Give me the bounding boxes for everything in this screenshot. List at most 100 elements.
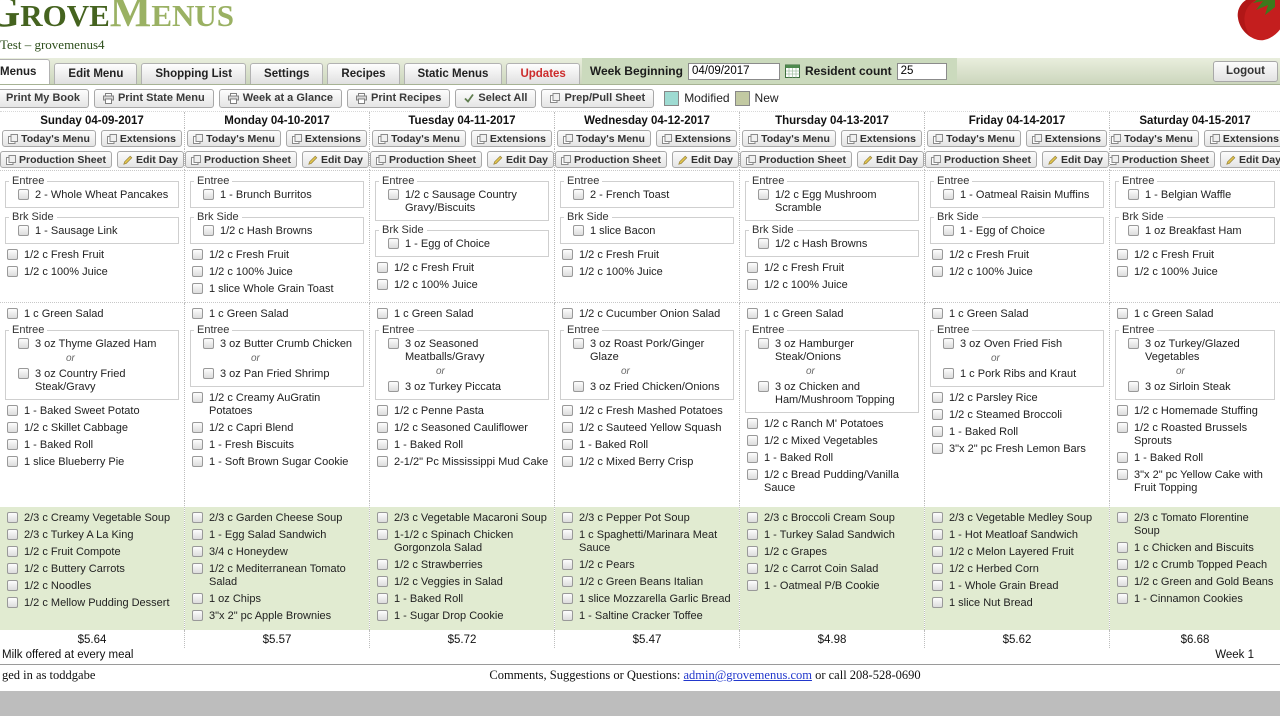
today-s-menubutton[interactable]: Today's Menu: [1110, 130, 1199, 147]
menu-item-checkbox[interactable]: [377, 422, 388, 433]
menu-item-checkbox[interactable]: [747, 512, 758, 523]
production-sheetbutton[interactable]: Production Sheet: [740, 151, 852, 168]
menu-item-checkbox[interactable]: [192, 249, 203, 260]
menu-item-checkbox[interactable]: [562, 559, 573, 570]
tab-recipes[interactable]: Recipes: [327, 63, 400, 84]
production-sheetbutton[interactable]: Production Sheet: [185, 151, 297, 168]
tab-settings[interactable]: Settings: [250, 63, 324, 84]
menu-item-checkbox[interactable]: [192, 283, 203, 294]
menu-item-checkbox[interactable]: [1117, 512, 1128, 523]
calendar-icon[interactable]: [784, 64, 800, 78]
edit-daybutton[interactable]: Edit Day: [486, 151, 554, 168]
menu-item-checkbox[interactable]: [932, 580, 943, 591]
edit-daybutton[interactable]: Edit Day: [301, 151, 369, 168]
menu-item-checkbox[interactable]: [943, 189, 954, 200]
extensionsbutton[interactable]: Extensions: [840, 130, 922, 147]
menu-item-checkbox[interactable]: [932, 512, 943, 523]
menu-item-checkbox[interactable]: [1128, 338, 1139, 349]
menu-item-checkbox[interactable]: [573, 338, 584, 349]
menu-item-checkbox[interactable]: [377, 576, 388, 587]
production-sheetbutton[interactable]: Production Sheet: [0, 151, 112, 168]
menu-item-checkbox[interactable]: [747, 529, 758, 540]
menu-item-checkbox[interactable]: [192, 456, 203, 467]
menu-item-checkbox[interactable]: [562, 405, 573, 416]
menu-item-checkbox[interactable]: [7, 439, 18, 450]
menu-item-checkbox[interactable]: [1117, 266, 1128, 277]
menu-item-checkbox[interactable]: [562, 308, 573, 319]
menu-item-checkbox[interactable]: [943, 338, 954, 349]
today-s-menubutton[interactable]: Today's Menu: [2, 130, 96, 147]
menu-item-checkbox[interactable]: [747, 563, 758, 574]
menu-item-checkbox[interactable]: [932, 426, 943, 437]
tab-edit-menu[interactable]: Edit Menu: [54, 63, 138, 84]
today-s-menubutton[interactable]: Today's Menu: [187, 130, 281, 147]
menu-item-checkbox[interactable]: [203, 368, 214, 379]
menu-item-checkbox[interactable]: [932, 443, 943, 454]
menu-item-checkbox[interactable]: [192, 593, 203, 604]
menu-item-checkbox[interactable]: [1117, 308, 1128, 319]
menu-item-checkbox[interactable]: [562, 266, 573, 277]
menu-item-checkbox[interactable]: [1117, 576, 1128, 587]
today-s-menubutton[interactable]: Today's Menu: [742, 130, 836, 147]
menu-item-checkbox[interactable]: [1117, 542, 1128, 553]
menu-item-checkbox[interactable]: [747, 279, 758, 290]
edit-daybutton[interactable]: Edit Day: [671, 151, 739, 168]
menu-item-checkbox[interactable]: [562, 593, 573, 604]
menu-item-checkbox[interactable]: [377, 456, 388, 467]
production-sheetbutton[interactable]: Production Sheet: [925, 151, 1037, 168]
menu-item-checkbox[interactable]: [562, 512, 573, 523]
menu-item-checkbox[interactable]: [758, 338, 769, 349]
menu-item-checkbox[interactable]: [377, 610, 388, 621]
tab-shopping-list[interactable]: Shopping List: [141, 63, 247, 84]
menu-item-checkbox[interactable]: [932, 392, 943, 403]
menu-item-checkbox[interactable]: [377, 512, 388, 523]
menu-item-checkbox[interactable]: [562, 576, 573, 587]
menu-item-checkbox[interactable]: [192, 610, 203, 621]
menu-item-checkbox[interactable]: [192, 422, 203, 433]
menu-item-checkbox[interactable]: [758, 189, 769, 200]
menu-item-checkbox[interactable]: [377, 559, 388, 570]
today-s-menubutton[interactable]: Today's Menu: [557, 130, 651, 147]
menu-item-checkbox[interactable]: [573, 381, 584, 392]
menu-item-checkbox[interactable]: [192, 546, 203, 557]
menu-item-checkbox[interactable]: [747, 435, 758, 446]
menu-item-checkbox[interactable]: [18, 338, 29, 349]
menu-item-checkbox[interactable]: [192, 563, 203, 574]
menu-item-checkbox[interactable]: [562, 456, 573, 467]
menu-item-checkbox[interactable]: [932, 308, 943, 319]
menu-item-checkbox[interactable]: [747, 452, 758, 463]
extensionsbutton[interactable]: Extensions: [1203, 130, 1280, 147]
menu-item-checkbox[interactable]: [18, 225, 29, 236]
menu-item-checkbox[interactable]: [932, 597, 943, 608]
menu-item-checkbox[interactable]: [18, 189, 29, 200]
extensionsbutton[interactable]: Extensions: [655, 130, 737, 147]
extensionsbutton[interactable]: Extensions: [1025, 130, 1107, 147]
menu-item-checkbox[interactable]: [192, 512, 203, 523]
menu-item-checkbox[interactable]: [932, 529, 943, 540]
menu-item-checkbox[interactable]: [932, 266, 943, 277]
admin-email-link[interactable]: admin@grovemenus.com: [683, 668, 812, 682]
menu-item-checkbox[interactable]: [932, 249, 943, 260]
menu-item-checkbox[interactable]: [7, 456, 18, 467]
menu-item-checkbox[interactable]: [1117, 593, 1128, 604]
menu-item-checkbox[interactable]: [7, 405, 18, 416]
menu-item-checkbox[interactable]: [7, 308, 18, 319]
menu-item-checkbox[interactable]: [7, 597, 18, 608]
resident-count-input[interactable]: [896, 62, 947, 80]
menu-item-checkbox[interactable]: [377, 405, 388, 416]
menu-item-checkbox[interactable]: [747, 580, 758, 591]
menu-item-checkbox[interactable]: [562, 439, 573, 450]
week-beginning-input[interactable]: [687, 62, 780, 80]
menu-item-checkbox[interactable]: [1117, 422, 1128, 433]
select-all-button[interactable]: Select All: [455, 88, 537, 108]
menu-item-checkbox[interactable]: [7, 266, 18, 277]
menu-item-checkbox[interactable]: [758, 238, 769, 249]
edit-daybutton[interactable]: Edit Day: [1219, 151, 1280, 168]
menu-item-checkbox[interactable]: [943, 225, 954, 236]
menu-item-checkbox[interactable]: [7, 546, 18, 557]
menu-item-checkbox[interactable]: [932, 546, 943, 557]
menu-item-checkbox[interactable]: [1117, 405, 1128, 416]
menu-item-checkbox[interactable]: [562, 610, 573, 621]
today-s-menubutton[interactable]: Today's Menu: [927, 130, 1021, 147]
menu-item-checkbox[interactable]: [203, 225, 214, 236]
